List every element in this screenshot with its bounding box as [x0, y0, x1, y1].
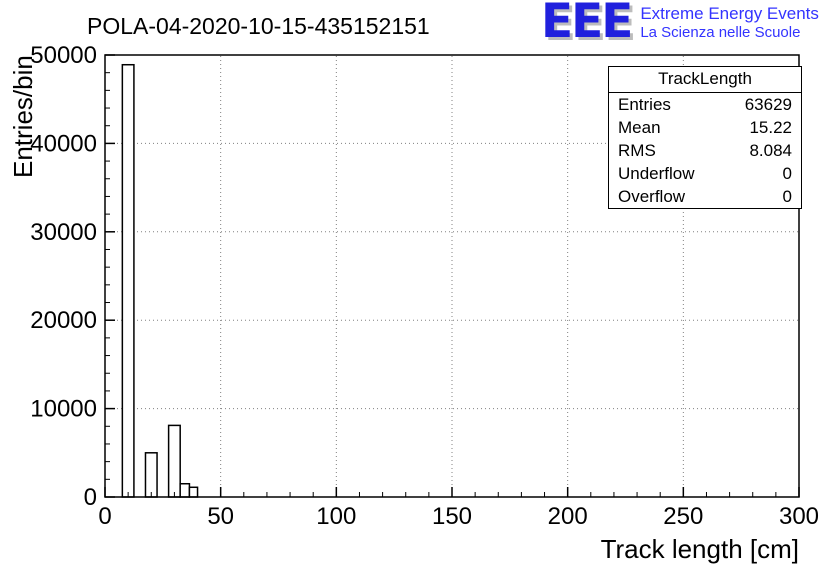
stat-value: 0 [782, 187, 792, 206]
chart-title: POLA-04-2020-10-15-435152151 [87, 13, 430, 39]
y-axis-label: Entries/bin [8, 55, 38, 178]
stat-label: RMS [618, 141, 656, 160]
stats-box: TrackLength Entries 63629 Mean 15.22 RMS… [608, 66, 802, 209]
logo-subtitle-1: Extreme Energy Events [640, 4, 819, 23]
x-axis-tick-label: 250 [663, 503, 703, 530]
histogram-bar [188, 486, 199, 498]
stat-value: 0 [782, 164, 792, 183]
histogram-bar [179, 482, 191, 498]
x-axis-tick-label: 300 [779, 503, 819, 530]
stat-value: 15.22 [749, 118, 792, 137]
stats-row-entries: Entries 63629 [609, 93, 801, 116]
stats-row-mean: Mean 15.22 [609, 116, 801, 139]
y-axis-tick-label: 0 [84, 484, 97, 511]
eee-logo-text: EEE [541, 0, 633, 49]
stat-label: Mean [618, 118, 661, 137]
stats-row-rms: RMS 8.084 [609, 139, 801, 162]
y-axis-tick-label: 10000 [30, 396, 97, 423]
x-axis-tick-label: 100 [316, 503, 356, 530]
x-axis-tick-label: 50 [207, 503, 234, 530]
histogram-bar [121, 63, 135, 498]
y-axis-tick-label: 40000 [30, 130, 97, 157]
stat-value: 63629 [744, 95, 792, 114]
histogram-bar [144, 452, 158, 498]
x-axis-tick-label: 0 [98, 503, 111, 530]
stats-row-underflow: Underflow 0 [609, 162, 801, 185]
y-axis-tick-label: 20000 [30, 307, 97, 334]
logo-subtitle-2: La Scienza nelle Scuole [640, 24, 801, 41]
stats-title: TrackLength [609, 67, 801, 93]
y-axis-tick-label: 50000 [30, 42, 97, 69]
x-axis-tick-label: 200 [548, 503, 588, 530]
stats-row-overflow: Overflow 0 [609, 185, 801, 208]
x-axis-tick-label: 150 [432, 503, 472, 530]
histogram-bar [167, 424, 181, 498]
eee-logo: EEE Extreme Energy Events La Scienza nel… [541, 0, 819, 49]
x-axis-label: Track length [cm] [601, 534, 799, 564]
eee-logo-subtitles: Extreme Energy Events La Scienza nelle S… [640, 2, 819, 41]
y-axis-tick-label: 30000 [30, 219, 97, 246]
stat-label: Underflow [618, 164, 695, 183]
stat-label: Entries [618, 95, 671, 114]
stat-label: Overflow [618, 187, 686, 206]
chart-plot-area: 0 50 100 150 200 250 300 0 10000 20000 30000 40000 5… [30, 42, 819, 530]
stat-value: 8.084 [749, 141, 792, 160]
